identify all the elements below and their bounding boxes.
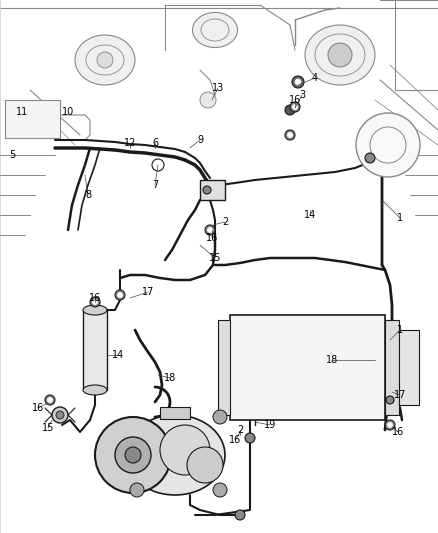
Circle shape xyxy=(160,425,210,475)
Text: 14: 14 xyxy=(112,350,124,360)
Text: 6: 6 xyxy=(152,138,158,148)
Bar xyxy=(385,320,399,415)
Circle shape xyxy=(290,102,300,112)
Text: 17: 17 xyxy=(142,287,154,297)
Ellipse shape xyxy=(192,12,237,47)
Bar xyxy=(218,320,230,415)
Ellipse shape xyxy=(75,35,135,85)
Circle shape xyxy=(115,437,151,473)
Circle shape xyxy=(97,52,113,68)
Circle shape xyxy=(47,398,53,402)
Circle shape xyxy=(130,483,144,497)
Bar xyxy=(5,100,60,138)
Text: 16: 16 xyxy=(32,403,44,413)
Bar xyxy=(160,407,190,419)
Text: 17: 17 xyxy=(394,390,406,400)
Circle shape xyxy=(235,510,245,520)
Text: 14: 14 xyxy=(304,210,316,220)
Circle shape xyxy=(293,104,297,109)
Circle shape xyxy=(200,92,216,108)
Circle shape xyxy=(205,225,215,235)
Circle shape xyxy=(56,411,64,419)
Text: 13: 13 xyxy=(212,83,224,93)
Bar xyxy=(83,310,107,390)
Text: 7: 7 xyxy=(152,180,158,190)
Ellipse shape xyxy=(305,25,375,85)
Circle shape xyxy=(285,105,295,115)
Text: 16: 16 xyxy=(229,435,241,445)
Circle shape xyxy=(388,423,392,427)
Circle shape xyxy=(285,130,295,140)
Text: 15: 15 xyxy=(42,423,54,433)
Circle shape xyxy=(117,293,123,297)
Circle shape xyxy=(386,396,394,404)
Ellipse shape xyxy=(125,415,225,495)
Text: 3: 3 xyxy=(299,90,305,100)
Circle shape xyxy=(295,79,301,85)
Ellipse shape xyxy=(83,305,107,315)
Bar xyxy=(200,180,225,200)
Text: 8: 8 xyxy=(85,190,91,200)
Circle shape xyxy=(213,410,227,424)
Text: 1: 1 xyxy=(397,213,403,223)
Circle shape xyxy=(287,133,293,138)
Circle shape xyxy=(213,483,227,497)
Circle shape xyxy=(45,395,55,405)
Circle shape xyxy=(245,433,255,443)
Text: 19: 19 xyxy=(264,420,276,430)
Text: 16: 16 xyxy=(392,427,404,437)
Text: 16: 16 xyxy=(289,95,301,105)
Text: 18: 18 xyxy=(326,355,338,365)
Text: 16: 16 xyxy=(206,233,218,243)
Circle shape xyxy=(52,407,68,423)
Circle shape xyxy=(90,297,100,307)
Circle shape xyxy=(95,417,171,493)
Circle shape xyxy=(92,300,98,304)
Text: 9: 9 xyxy=(197,135,203,145)
Text: 2: 2 xyxy=(237,425,243,435)
Bar xyxy=(399,330,419,405)
Circle shape xyxy=(115,290,125,300)
Text: 2: 2 xyxy=(222,217,228,227)
Text: 16: 16 xyxy=(89,293,101,303)
Circle shape xyxy=(385,420,395,430)
Circle shape xyxy=(292,76,304,88)
Ellipse shape xyxy=(83,385,107,395)
Circle shape xyxy=(208,228,212,232)
Text: 12: 12 xyxy=(124,138,136,148)
Circle shape xyxy=(365,153,375,163)
Bar xyxy=(230,315,385,420)
Circle shape xyxy=(125,447,141,463)
Circle shape xyxy=(187,447,223,483)
Circle shape xyxy=(203,186,211,194)
Text: 1: 1 xyxy=(397,325,403,335)
Text: 10: 10 xyxy=(62,107,74,117)
Text: 5: 5 xyxy=(9,150,15,160)
Circle shape xyxy=(328,43,352,67)
Text: 18: 18 xyxy=(164,373,176,383)
Text: 11: 11 xyxy=(16,107,28,117)
Text: 15: 15 xyxy=(209,253,221,263)
Text: 4: 4 xyxy=(312,73,318,83)
Circle shape xyxy=(356,113,420,177)
